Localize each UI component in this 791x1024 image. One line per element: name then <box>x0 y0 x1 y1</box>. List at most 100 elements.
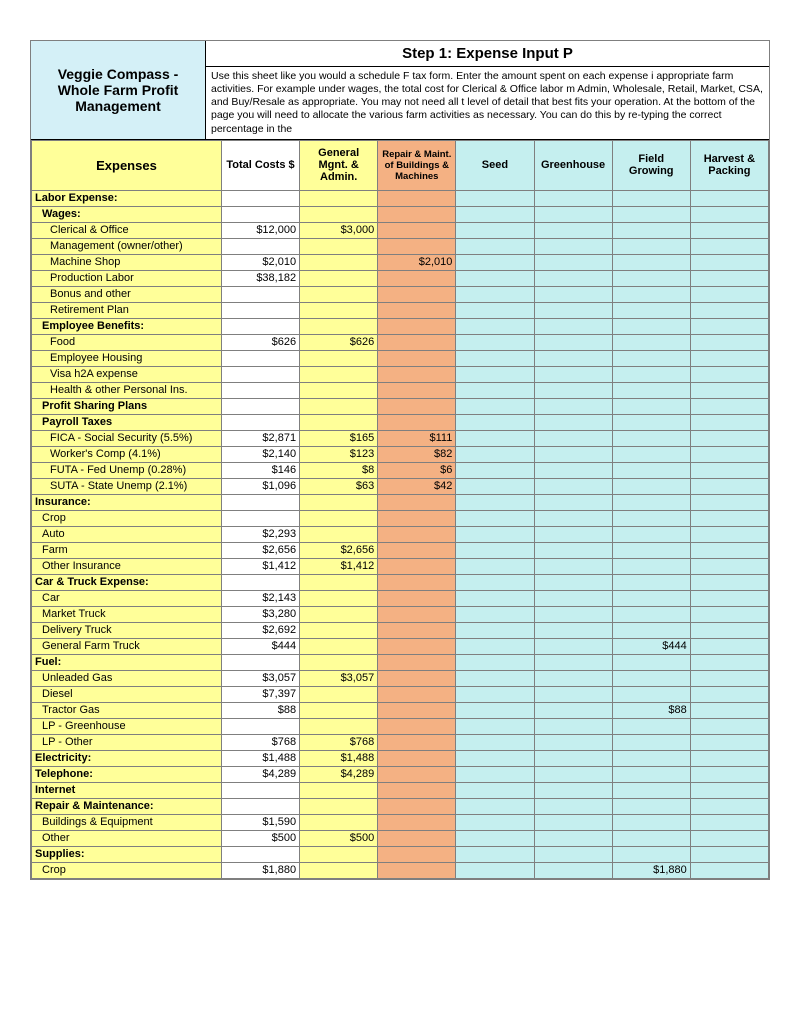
cell-seed[interactable] <box>456 526 534 542</box>
cell-admin[interactable] <box>300 846 378 862</box>
cell-field[interactable] <box>612 654 690 670</box>
cell-harvest[interactable] <box>690 462 768 478</box>
cell-greenhouse[interactable] <box>534 622 612 638</box>
cell-total[interactable]: $1,590 <box>221 814 299 830</box>
cell-seed[interactable] <box>456 366 534 382</box>
cell-seed[interactable] <box>456 798 534 814</box>
cell-harvest[interactable] <box>690 270 768 286</box>
cell-harvest[interactable] <box>690 814 768 830</box>
cell-greenhouse[interactable] <box>534 766 612 782</box>
cell-admin[interactable] <box>300 718 378 734</box>
cell-total[interactable]: $2,871 <box>221 430 299 446</box>
cell-admin[interactable] <box>300 606 378 622</box>
cell-admin[interactable] <box>300 862 378 878</box>
cell-greenhouse[interactable] <box>534 606 612 622</box>
cell-seed[interactable] <box>456 654 534 670</box>
cell-greenhouse[interactable] <box>534 286 612 302</box>
cell-admin[interactable] <box>300 622 378 638</box>
cell-greenhouse[interactable] <box>534 670 612 686</box>
cell-harvest[interactable] <box>690 606 768 622</box>
cell-repair[interactable] <box>378 590 456 606</box>
cell-admin[interactable] <box>300 254 378 270</box>
cell-total[interactable]: $500 <box>221 830 299 846</box>
cell-seed[interactable] <box>456 286 534 302</box>
cell-admin[interactable]: $4,289 <box>300 766 378 782</box>
cell-seed[interactable] <box>456 686 534 702</box>
cell-repair[interactable] <box>378 766 456 782</box>
cell-repair[interactable] <box>378 718 456 734</box>
cell-harvest[interactable] <box>690 286 768 302</box>
cell-admin[interactable]: $8 <box>300 462 378 478</box>
cell-repair[interactable] <box>378 222 456 238</box>
cell-field[interactable] <box>612 302 690 318</box>
cell-harvest[interactable] <box>690 510 768 526</box>
cell-field[interactable] <box>612 798 690 814</box>
cell-repair[interactable] <box>378 814 456 830</box>
cell-seed[interactable] <box>456 222 534 238</box>
cell-harvest[interactable] <box>690 334 768 350</box>
cell-greenhouse[interactable] <box>534 366 612 382</box>
cell-harvest[interactable] <box>690 302 768 318</box>
cell-field[interactable] <box>612 430 690 446</box>
cell-field[interactable] <box>612 686 690 702</box>
cell-repair[interactable] <box>378 318 456 334</box>
cell-total[interactable]: $12,000 <box>221 222 299 238</box>
cell-repair[interactable] <box>378 238 456 254</box>
cell-total[interactable]: $38,182 <box>221 270 299 286</box>
cell-admin[interactable] <box>300 702 378 718</box>
cell-greenhouse[interactable] <box>534 382 612 398</box>
cell-greenhouse[interactable] <box>534 350 612 366</box>
cell-total[interactable]: $2,656 <box>221 542 299 558</box>
cell-seed[interactable] <box>456 462 534 478</box>
cell-field[interactable] <box>612 462 690 478</box>
cell-admin[interactable] <box>300 414 378 430</box>
cell-admin[interactable] <box>300 206 378 222</box>
cell-seed[interactable] <box>456 702 534 718</box>
cell-greenhouse[interactable] <box>534 590 612 606</box>
cell-harvest[interactable] <box>690 702 768 718</box>
cell-total[interactable] <box>221 286 299 302</box>
cell-repair[interactable]: $2,010 <box>378 254 456 270</box>
cell-total[interactable] <box>221 238 299 254</box>
cell-repair[interactable]: $82 <box>378 446 456 462</box>
cell-admin[interactable]: $63 <box>300 478 378 494</box>
cell-repair[interactable] <box>378 286 456 302</box>
cell-greenhouse[interactable] <box>534 414 612 430</box>
cell-total[interactable]: $768 <box>221 734 299 750</box>
cell-field[interactable] <box>612 222 690 238</box>
cell-greenhouse[interactable] <box>534 734 612 750</box>
cell-admin[interactable] <box>300 302 378 318</box>
cell-repair[interactable] <box>378 382 456 398</box>
cell-field[interactable] <box>612 542 690 558</box>
cell-seed[interactable] <box>456 414 534 430</box>
cell-total[interactable] <box>221 382 299 398</box>
cell-repair[interactable] <box>378 702 456 718</box>
cell-repair[interactable] <box>378 782 456 798</box>
cell-harvest[interactable] <box>690 366 768 382</box>
cell-harvest[interactable] <box>690 670 768 686</box>
cell-harvest[interactable] <box>690 782 768 798</box>
cell-repair[interactable] <box>378 366 456 382</box>
cell-admin[interactable] <box>300 350 378 366</box>
cell-repair[interactable] <box>378 798 456 814</box>
cell-harvest[interactable] <box>690 206 768 222</box>
cell-field[interactable] <box>612 382 690 398</box>
cell-greenhouse[interactable] <box>534 718 612 734</box>
cell-repair[interactable] <box>378 526 456 542</box>
cell-field[interactable] <box>612 670 690 686</box>
cell-seed[interactable] <box>456 430 534 446</box>
cell-harvest[interactable] <box>690 830 768 846</box>
cell-seed[interactable] <box>456 734 534 750</box>
cell-harvest[interactable] <box>690 254 768 270</box>
cell-field[interactable] <box>612 814 690 830</box>
cell-seed[interactable] <box>456 622 534 638</box>
cell-field[interactable] <box>612 446 690 462</box>
cell-greenhouse[interactable] <box>534 750 612 766</box>
cell-seed[interactable] <box>456 494 534 510</box>
cell-seed[interactable] <box>456 750 534 766</box>
cell-field[interactable] <box>612 782 690 798</box>
cell-total[interactable] <box>221 318 299 334</box>
cell-harvest[interactable] <box>690 222 768 238</box>
cell-harvest[interactable] <box>690 190 768 206</box>
cell-greenhouse[interactable] <box>534 446 612 462</box>
